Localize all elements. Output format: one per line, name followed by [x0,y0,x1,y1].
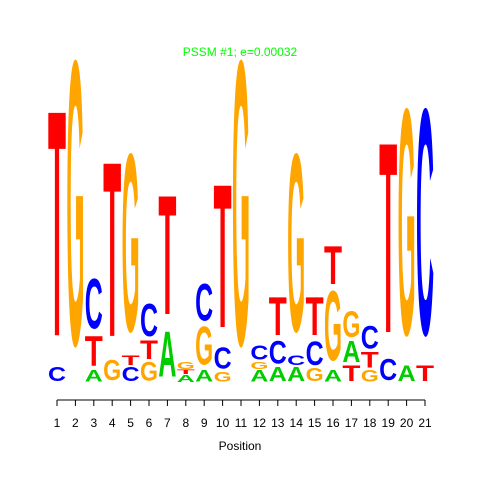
logo-letter: T [177,369,195,376]
logo-letter: T [306,286,324,347]
logo-letter: G [103,354,121,387]
logo-letter: G [324,272,342,382]
x-axis-label: Position [219,439,262,453]
x-tick-label: 21 [418,416,432,430]
logo-letter: T [140,336,158,365]
x-tick-label: 16 [326,416,340,430]
logo-letter: A [85,368,103,386]
logo-letter: C [250,341,268,364]
x-tick-label: 3 [90,416,97,430]
x-tick-label: 10 [216,416,230,430]
logo-letter: T [48,42,66,404]
logo-letter: T [324,236,342,297]
x-tick-label: 15 [308,416,322,430]
logo-letter: G [195,315,213,376]
logo-letter: T [103,110,121,389]
logo-letter: A [398,362,416,387]
logo-letter: G [306,365,324,385]
logo-letter: T [122,352,140,368]
logo-letter: A [269,362,287,385]
x-tick-label: 19 [382,416,396,430]
logo-letter: G [214,370,232,386]
logo-letter: G [250,360,268,371]
x-tick-label: 11 [235,416,248,430]
x-tick-label: 1 [54,416,61,430]
logo-letter: A [250,368,268,386]
x-tick-label: 9 [201,416,208,430]
logo-letter: C [416,40,434,402]
logo-letter: A [287,362,305,385]
logo-letter: C [195,273,213,332]
logo-letter: T [416,360,434,386]
logo-letter: G [177,360,195,371]
logo-letter: C [306,335,324,373]
logo-letter: C [140,293,158,345]
logo-letter: A [324,368,342,386]
logo-letter: T [342,360,360,386]
logo-letter: C [361,321,379,357]
x-tick-label: 20 [400,416,414,430]
logo-letter: G [140,357,158,387]
logo-letter: A [177,373,195,384]
logo-letter: G [122,102,140,385]
logo-letter: C [269,335,287,371]
x-tick-label: 7 [164,416,171,430]
logo-letter: C [122,362,140,385]
logo-letter: A [195,368,213,386]
x-tick-label: 4 [109,416,116,430]
logo-letter: T [158,159,176,350]
x-tick-label: 13 [271,416,285,430]
x-tick-label: 14 [290,416,304,430]
logo-letter: C [379,353,397,387]
logo-letter: T [379,87,397,391]
logo-letter: G [398,40,416,403]
chart-title: PSSM #1; e=0.00032 [183,45,298,59]
x-tick-label: 17 [345,416,359,430]
logo-letter: C [287,353,305,368]
logo-letter: G [232,0,250,431]
x-tick-label: 2 [72,416,79,430]
logo-letter: C [214,341,232,375]
logo-letter: T [269,286,287,347]
logo-letter: T [85,327,103,375]
x-tick-label: 8 [182,416,189,430]
logo-letter: A [342,335,360,369]
x-tick-label: 6 [146,416,153,430]
logo-letter: C [85,266,103,345]
x-tick-label: 5 [127,416,134,430]
logo-letter: T [361,347,379,373]
logo-letter: T [214,142,232,372]
logo-letter: G [361,368,379,386]
logo-letter: G [287,102,305,385]
x-tick-label: 12 [253,416,267,430]
logo-letter: A [158,319,176,392]
logo-letter: G [66,0,84,431]
logo-letter: C [48,362,66,385]
x-tick-label: 18 [363,416,377,430]
logo-letter: G [342,305,360,346]
